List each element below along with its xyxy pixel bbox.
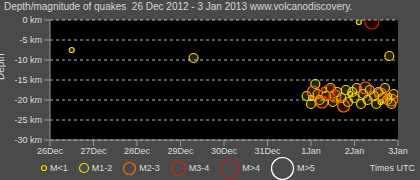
svg-text:1Jan: 1Jan [301,146,321,156]
svg-text:31Dec: 31Dec [254,146,281,156]
svg-text:29Dec: 29Dec [167,146,194,156]
html-text:M2-3: M2-3 [139,163,160,173]
svg-text:27Dec: 27Dec [80,146,107,156]
svg-text:28Dec: 28Dec [124,146,151,156]
html-text:M>4: M>4 [242,163,261,173]
svg-text:2Jan: 2Jan [345,146,365,156]
svg-text:3Jan: 3Jan [388,146,408,156]
html-text:M1-2: M1-2 [91,163,113,173]
html-text:Times UTC: Times UTC [369,163,415,173]
svg-text:-30 km: -30 km [14,135,42,145]
svg-text:-20 km: -20 km [14,95,42,105]
svg-text:30Dec: 30Dec [211,146,238,156]
svg-text:0 km: 0 km [22,15,42,25]
svg-text:26Dec: 26Dec [37,146,64,156]
svg-text:-10 km: -10 km [14,55,42,65]
html-text:M>5: M>5 [297,163,315,173]
html-text:Depth/magnitude of quakes 26 D: Depth/magnitude of quakes 26 Dec 2012 - … [4,1,353,12]
html-text:M3-4: M3-4 [188,163,210,173]
svg-text:-15 km: -15 km [14,75,42,85]
svg-text:-25 km: -25 km [14,115,42,125]
svg-text:-5 km: -5 km [20,35,43,45]
html-text:M<1: M<1 [50,163,68,173]
